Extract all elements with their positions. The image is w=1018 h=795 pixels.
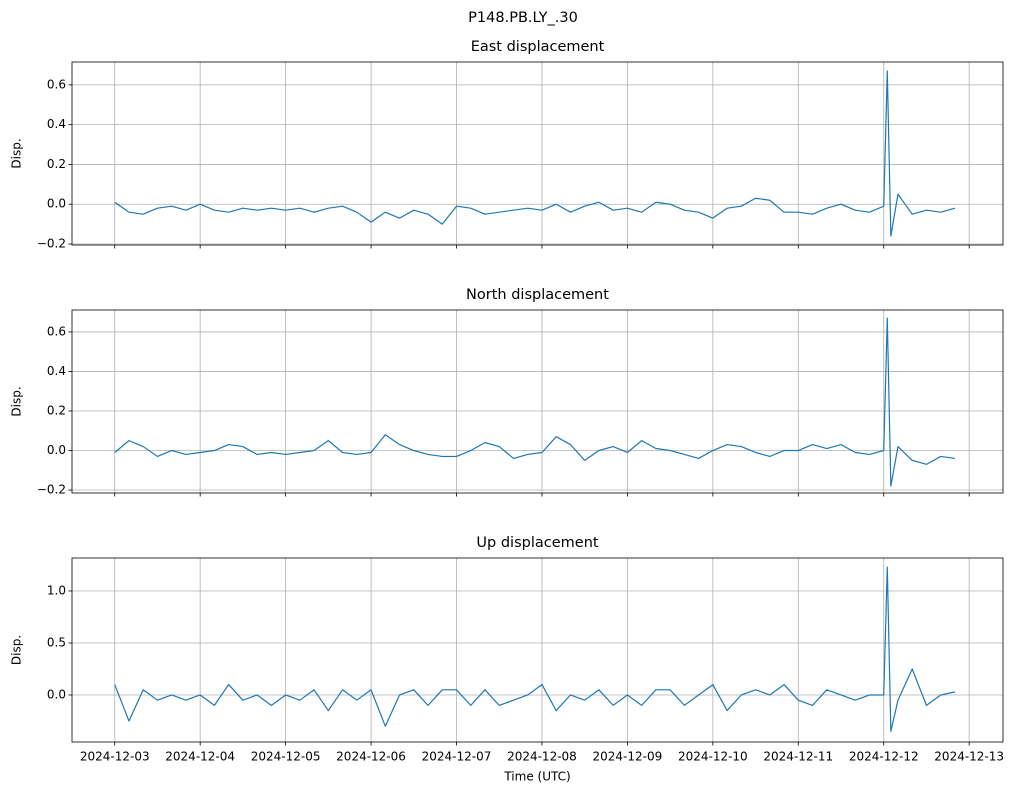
y-tick-label: 0.4 [47,117,66,131]
data-line [114,317,956,487]
y-tick-label: 0.2 [47,157,66,171]
axes-frame [71,61,1004,246]
axes-frame [71,557,1004,743]
y-axis-label: Disp. [10,138,24,168]
y-tick-label: 0.0 [47,443,66,457]
y-tick-label: 0.6 [47,324,66,338]
subplot-title: Up displacement [476,535,598,551]
y-axis-label: Disp. [10,386,24,416]
y-tick-label: 0.2 [47,403,66,417]
y-tick-label: 0.5 [47,635,66,649]
y-tick-label: −0.2 [37,483,66,497]
y-tick-label: 0.0 [47,687,66,701]
y-tick-label: 0.6 [47,77,66,91]
x-tick-label: 2024-12-10 [678,750,748,764]
subplot-title: North displacement [466,287,609,303]
y-axis-label: Disp. [10,635,24,665]
data-line [114,70,956,237]
axes-frame [71,309,1004,494]
x-tick-label: 2024-12-09 [593,750,663,764]
y-tick-label: 0.0 [47,197,66,211]
data-line [114,566,956,732]
x-tick-label: 2024-12-08 [507,750,577,764]
x-tick-label: 2024-12-12 [849,750,919,764]
x-tick-label: 2024-12-07 [422,750,492,764]
y-tick-label: −0.2 [37,237,66,251]
figure-title: P148.PB.LY_.30 [468,10,578,26]
x-tick-label: 2024-12-06 [336,750,406,764]
x-tick-label: 2024-12-03 [80,750,150,764]
x-tick-label: 2024-12-04 [165,750,235,764]
y-tick-label: 1.0 [47,583,66,597]
x-tick-label: 2024-12-13 [934,750,1004,764]
subplot-title: East displacement [471,39,605,55]
y-tick-label: 0.4 [47,364,66,378]
x-tick-label: 2024-12-05 [251,750,321,764]
x-axis-label: Time (UTC) [503,770,570,784]
x-tick-label: 2024-12-11 [763,750,833,764]
